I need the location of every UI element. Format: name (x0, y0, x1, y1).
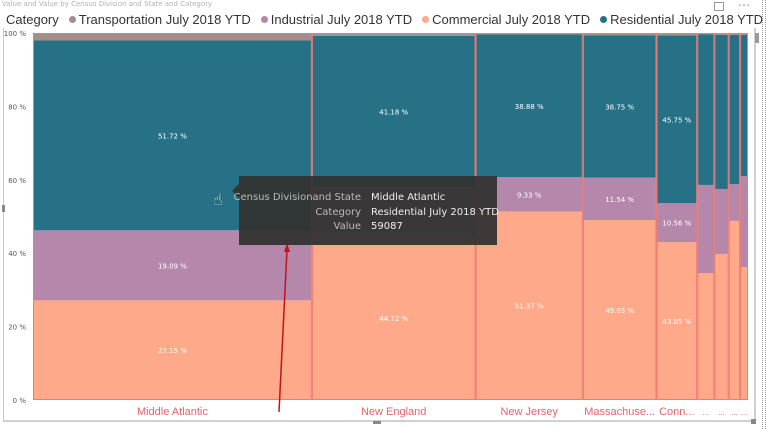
bar-segment-commercial[interactable] (740, 267, 748, 400)
bar-segment-commercial[interactable] (582, 220, 657, 400)
annotation-arrowhead (284, 243, 290, 252)
tooltip-value: Residential July 2018 YTD (371, 207, 499, 218)
resize-handle-corner[interactable] (751, 419, 756, 424)
x-axis-label[interactable]: New England (361, 406, 426, 418)
bar-segment-transportation[interactable] (656, 33, 698, 36)
legend-dot (260, 16, 268, 23)
legend-label: Industrial July 2018 YTD (270, 12, 413, 27)
bar-segment-residential[interactable] (728, 34, 741, 185)
legend-label: Commercial July 2018 YTD (432, 12, 591, 27)
legend-title: Category (6, 12, 59, 27)
x-axis-label[interactable]: Conn... (659, 406, 694, 418)
data-label: 44.72 % (379, 315, 408, 323)
tooltip-row: Census Divisionand State Middle Atlantic (234, 192, 497, 206)
tooltip-row: Category Residential July 2018 YTD (239, 207, 499, 221)
data-label: 9.33 % (517, 191, 542, 199)
bar-segment-residential[interactable] (697, 34, 715, 185)
data-label: 49.03 % (605, 307, 634, 315)
x-axis-label[interactable]: ... (718, 408, 725, 417)
bar-segment-industrial[interactable] (697, 184, 715, 274)
legend-label: Residential July 2018 YTD (610, 12, 764, 27)
bar-segment-commercial[interactable] (714, 253, 729, 400)
visual-title: Value and Value by Census Division and S… (2, 0, 213, 8)
y-tick-label: 100 % (4, 30, 27, 38)
scrollbar-thumb[interactable] (755, 33, 759, 43)
column-border (714, 33, 729, 400)
bar-segment-residential[interactable] (311, 35, 476, 188)
bar-segment-commercial[interactable] (656, 242, 698, 400)
data-label: 10.56 % (662, 220, 691, 228)
bar-segment-transportation[interactable] (311, 33, 476, 36)
tooltip: Census Divisionand State Middle Atlantic … (232, 176, 499, 245)
bar-segment-transportation[interactable] (582, 33, 657, 36)
bar-segment-residential[interactable] (714, 34, 729, 189)
bar-segment-residential[interactable] (740, 34, 748, 177)
legend-dot (600, 16, 608, 23)
bar-segment-industrial[interactable] (728, 184, 741, 221)
data-label: 43.05 % (662, 318, 691, 326)
legend: Category Transportation July 2018 YTD In… (6, 12, 763, 27)
annotation-arrow (278, 249, 288, 413)
y-tick-label: 40 % (8, 250, 26, 258)
page-scrollbar[interactable] (762, 0, 766, 429)
y-tick-label: 80 % (8, 103, 26, 111)
card-left-border (3, 28, 4, 422)
data-label: 41.18 % (379, 109, 408, 117)
tooltip-key: Census Divisionand State (233, 192, 362, 203)
bar-segment-residential[interactable] (475, 34, 583, 178)
bar-segment-residential[interactable] (656, 35, 698, 204)
resize-handle-left[interactable] (2, 205, 5, 212)
bar-segment-commercial[interactable] (728, 220, 741, 400)
legend-item-residential[interactable]: Residential July 2018 YTD (600, 12, 763, 27)
tooltip-key: Category (315, 207, 361, 218)
column-border (740, 33, 749, 400)
bar-segment-residential[interactable] (582, 35, 657, 178)
data-label: 51.72 % (158, 132, 187, 140)
data-label: 11.54 % (605, 196, 634, 204)
x-axis-label[interactable]: Massachuse... (584, 406, 655, 418)
tooltip-value: Middle Atlantic (371, 192, 446, 203)
data-label: 38.88 % (515, 103, 544, 111)
data-label: 27.15 % (158, 347, 187, 355)
legend-item-transportation[interactable]: Transportation July 2018 YTD (68, 12, 251, 27)
resize-handle-bottom[interactable] (373, 421, 381, 424)
bar-segment-industrial[interactable] (740, 176, 748, 268)
legend-item-commercial[interactable]: Commercial July 2018 YTD (422, 12, 590, 27)
legend-dot (422, 16, 430, 23)
y-tick-label: 60 % (8, 177, 26, 185)
data-label: 51.37 % (515, 303, 544, 311)
bar-segment-industrial[interactable] (582, 177, 657, 221)
tooltip-row: Value 59087 (239, 221, 497, 235)
column-border (697, 33, 715, 400)
x-axis-label[interactable]: New Jersey (500, 406, 558, 418)
y-tick-label: 20 % (8, 324, 26, 332)
column-border (728, 33, 741, 400)
x-axis-label[interactable]: ... (731, 408, 738, 417)
bar-segment-commercial[interactable] (311, 235, 476, 400)
column-border (656, 33, 698, 400)
x-axis-label[interactable]: Middle Atlantic (137, 406, 208, 418)
legend-item-industrial[interactable]: Industrial July 2018 YTD (260, 12, 413, 27)
bar-segment-industrial[interactable] (714, 188, 729, 254)
more-options-icon[interactable]: ⋯ (738, 0, 751, 12)
data-label: 19.09 % (158, 262, 187, 270)
tooltip-key: Value (333, 221, 361, 232)
x-axis-label[interactable]: ... (741, 408, 748, 417)
x-axis-label[interactable]: ... (702, 408, 709, 417)
y-tick-label: 0 % (13, 397, 27, 405)
legend-label: Transportation July 2018 YTD (78, 12, 251, 27)
data-label: 45.75 % (662, 116, 691, 124)
legend-dot (68, 16, 76, 23)
tooltip-value: 59087 (371, 221, 403, 232)
bar-segment-commercial[interactable] (33, 300, 312, 400)
hand-pointer-icon: ☝ (213, 190, 223, 209)
column-border (582, 33, 657, 400)
bar-segment-transportation[interactable] (33, 33, 312, 41)
bar-segment-commercial[interactable] (697, 273, 715, 400)
bar-segment-industrial[interactable] (656, 203, 698, 243)
focus-mode-icon[interactable] (714, 2, 724, 11)
data-label: 38.75 % (605, 104, 634, 112)
